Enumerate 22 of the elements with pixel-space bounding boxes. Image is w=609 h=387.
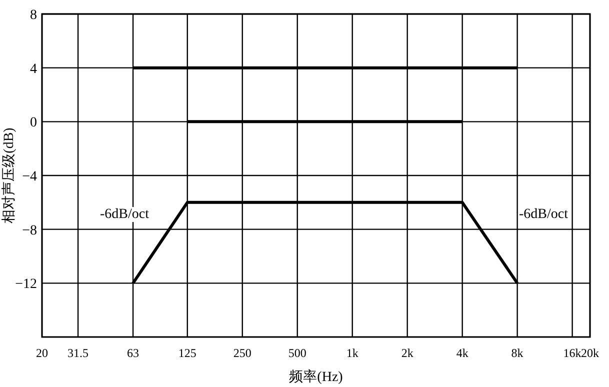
x-tick-label: 1k [346, 346, 358, 360]
y-tick-label: 4 [30, 62, 37, 77]
x-tick-label: 20k [581, 346, 599, 360]
y-tick-label: −8 [22, 223, 37, 238]
y-tick-label: −12 [15, 277, 37, 292]
x-tick-label: 20 [36, 346, 48, 360]
y-tick-label: −4 [22, 170, 37, 184]
x-tick-label: 125 [178, 346, 196, 360]
x-tick-label: 2k [401, 346, 414, 360]
y-tick-label: 0 [30, 116, 37, 131]
y-axis-title: 相对声压级(dB) [1, 127, 17, 224]
x-tick-label: 16k [563, 346, 582, 360]
annotation: -6dB/oct [100, 207, 150, 222]
annotation: -6dB/oct [519, 207, 568, 222]
x-tick-label: 500 [288, 346, 306, 360]
x-tick-label: 4k [456, 346, 468, 360]
x-tick-label: 8k [511, 346, 524, 360]
x-tick-label: 31.5 [68, 346, 89, 360]
x-tick-label: 63 [127, 346, 140, 360]
x-axis-title: 频率(Hz) [289, 369, 344, 385]
y-tick-label: 8 [30, 8, 37, 23]
x-tick-label: 250 [233, 346, 252, 360]
